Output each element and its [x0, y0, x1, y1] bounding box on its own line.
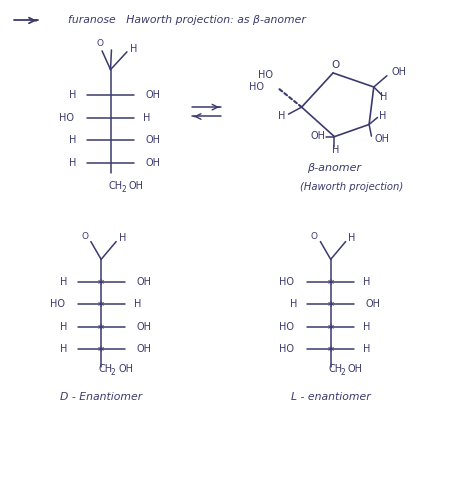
- Text: H: H: [364, 322, 371, 332]
- Text: CH: CH: [108, 181, 122, 191]
- Text: L - enantiomer: L - enantiomer: [291, 392, 371, 402]
- Text: OH: OH: [366, 300, 381, 310]
- Text: H: H: [130, 44, 137, 54]
- Text: O: O: [311, 232, 318, 241]
- Text: OH: OH: [118, 364, 133, 374]
- Text: H: H: [143, 113, 151, 123]
- Text: ∗: ∗: [327, 344, 335, 354]
- Text: 2: 2: [340, 368, 345, 377]
- Text: OH: OH: [146, 90, 161, 101]
- Text: H: H: [332, 145, 339, 155]
- Text: HO: HO: [279, 322, 294, 332]
- Text: ∗: ∗: [97, 300, 105, 310]
- Text: H: H: [348, 233, 356, 243]
- Text: H: H: [60, 344, 67, 354]
- Text: OH: OH: [137, 344, 151, 354]
- Text: CH: CH: [328, 364, 343, 374]
- Text: H: H: [60, 277, 67, 287]
- Text: O: O: [331, 60, 339, 70]
- Text: furanose   Haworth projection: as β-anomer: furanose Haworth projection: as β-anomer: [68, 16, 306, 26]
- Text: H: H: [290, 300, 297, 310]
- Text: H: H: [69, 90, 77, 101]
- Text: H: H: [69, 136, 77, 145]
- Text: H: H: [364, 344, 371, 354]
- Text: OH: OH: [137, 322, 151, 332]
- Text: H: H: [364, 277, 371, 287]
- Text: (Haworth projection): (Haworth projection): [300, 182, 403, 192]
- Text: O: O: [81, 232, 88, 241]
- Text: OH: OH: [137, 277, 151, 287]
- Text: HO: HO: [279, 344, 294, 354]
- Text: D - Enantiomer: D - Enantiomer: [60, 392, 142, 402]
- Text: H: H: [379, 111, 387, 121]
- Text: HO: HO: [50, 300, 64, 310]
- Text: ∗: ∗: [97, 322, 105, 332]
- Text: H: H: [278, 110, 285, 120]
- Text: OH: OH: [146, 158, 161, 168]
- Text: OH: OH: [391, 67, 406, 77]
- Text: β-anomer: β-anomer: [307, 163, 361, 173]
- Text: H: H: [69, 158, 77, 168]
- Text: 2: 2: [121, 184, 126, 194]
- Text: ∗: ∗: [327, 300, 335, 310]
- Text: ∗: ∗: [97, 344, 105, 354]
- Text: ∗: ∗: [327, 277, 335, 287]
- Text: OH: OH: [375, 134, 390, 143]
- Text: OH: OH: [347, 364, 363, 374]
- Text: H: H: [60, 322, 67, 332]
- Text: 2: 2: [111, 368, 116, 377]
- Text: HO: HO: [279, 277, 294, 287]
- Text: OH: OH: [128, 181, 143, 191]
- Text: OH: OH: [146, 136, 161, 145]
- Text: H: H: [118, 233, 126, 243]
- Text: HO: HO: [249, 82, 264, 92]
- Text: O: O: [97, 40, 104, 48]
- Text: ∗: ∗: [97, 277, 105, 287]
- Text: H: H: [381, 92, 388, 102]
- Text: H: H: [134, 300, 141, 310]
- Text: HO: HO: [59, 113, 74, 123]
- Text: CH: CH: [99, 364, 113, 374]
- Text: HO: HO: [257, 70, 273, 81]
- Text: ∗: ∗: [327, 322, 335, 332]
- Text: OH: OH: [310, 130, 325, 140]
